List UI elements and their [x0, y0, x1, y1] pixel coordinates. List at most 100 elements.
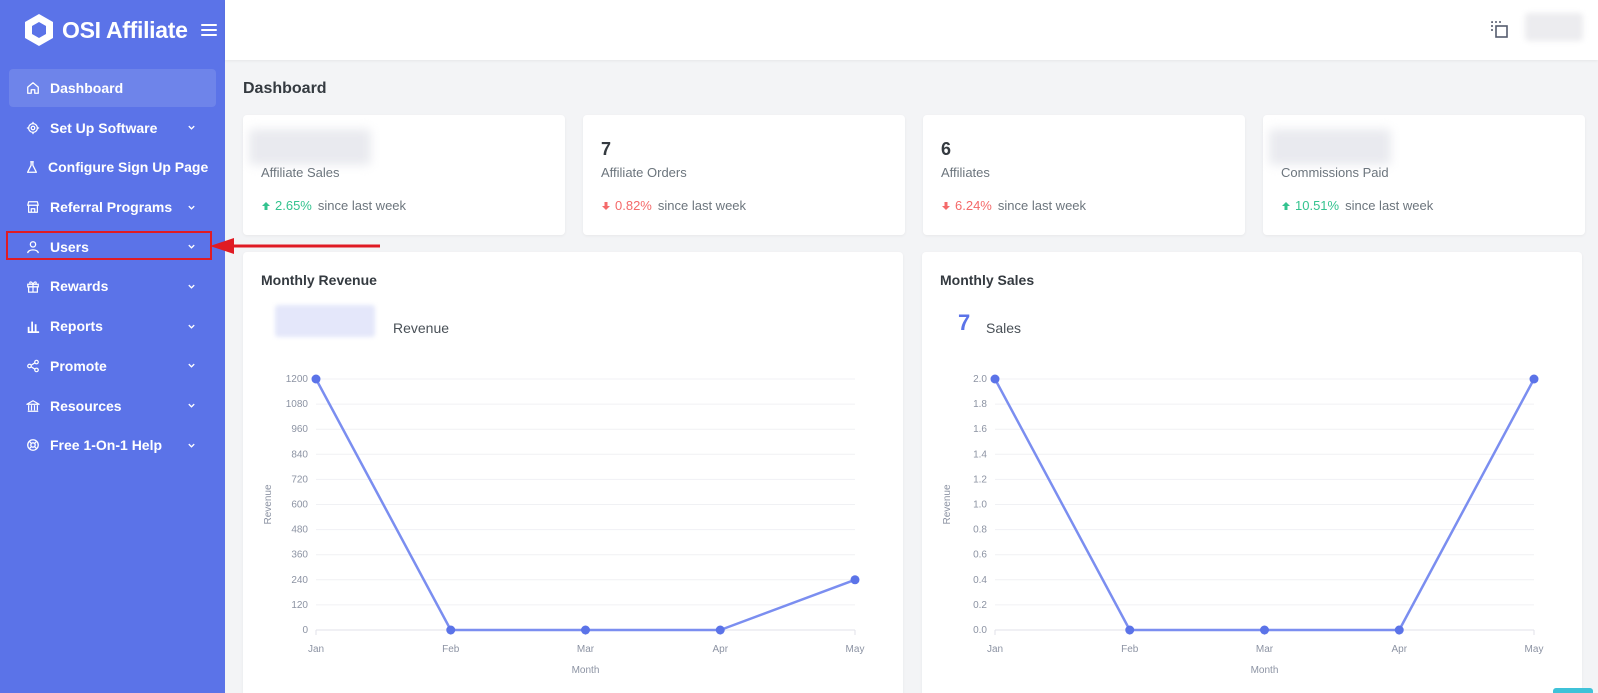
monthly-sales-card: Monthly Sales 7 Sales 0.0 0.2 0.4 0.6 0.8 1.0… [922, 252, 1582, 693]
flask-icon [25, 159, 39, 175]
sidebar-item-label: Promote [50, 357, 107, 374]
y-tick-label: 0.8 [973, 525, 987, 536]
bar-chart-icon [25, 318, 41, 334]
x-tick-label: Feb [1121, 644, 1139, 655]
sidebar-menu: Dashboard Set Up Software Configure Sign U… [9, 69, 216, 466]
data-point[interactable] [990, 374, 1000, 384]
y-tick-label: 1.8 [973, 399, 987, 410]
sidebar-item-label: Resources [50, 397, 122, 414]
y-tick-label: 0 [302, 625, 308, 636]
sidebar-item-label: Free 1-On-1 Help [50, 437, 163, 454]
chart-title: Monthly Revenue [261, 272, 377, 288]
y-tick-label: 1.4 [973, 449, 987, 460]
chevron-down-icon [188, 125, 195, 130]
fullscreen-icon[interactable] [1489, 19, 1511, 41]
bank-icon [25, 398, 41, 414]
y-tick-label: 0.4 [973, 575, 987, 586]
y-tick-label: 2.0 [973, 374, 987, 385]
chevron-down-icon [188, 403, 195, 408]
user-icon [25, 239, 41, 255]
data-point[interactable] [715, 625, 725, 635]
sidebar-item-free-1-on-1-help[interactable]: Free 1-On-1 Help [9, 426, 216, 464]
x-tick-label: May [1525, 644, 1544, 655]
chevron-down-icon [188, 443, 195, 448]
share-icon [25, 358, 41, 374]
sidebar-item-label: Dashboard [50, 80, 124, 96]
y-tick-label: 1.0 [973, 500, 987, 511]
y-tick-label: 240 [291, 575, 308, 586]
sidebar-item-resources[interactable]: Resources [9, 387, 216, 425]
x-tick-label: Jan [308, 644, 324, 655]
data-point[interactable] [1394, 625, 1404, 635]
sidebar-item-dashboard[interactable]: Dashboard [9, 69, 216, 107]
data-point[interactable] [1125, 625, 1135, 635]
y-axis-title: Revenue [942, 484, 953, 524]
sidebar-item-label: Users [50, 238, 89, 255]
stat-change-percent: 10.51% [1295, 198, 1340, 213]
revenue-total-value [275, 305, 375, 337]
sidebar-item-promote[interactable]: Promote [9, 347, 216, 385]
stat-card-affiliate-orders: 7 Affiliate Orders 0.82% since last week [583, 115, 905, 235]
menu-toggle-icon[interactable] [200, 24, 217, 36]
gift-icon [25, 278, 41, 294]
corner-badge [1553, 688, 1593, 693]
stat-card-affiliate-sales: Affiliate Sales 2.65% since last week [243, 115, 565, 235]
x-tick-label: Mar [1256, 644, 1274, 655]
stat-change: 2.65% since last week [261, 198, 406, 213]
stat-label: Affiliate Orders [601, 165, 687, 180]
page-title: Dashboard [243, 80, 327, 97]
brand: OSI Affiliate [0, 0, 225, 60]
revenue-line-chart: 0 120 240 360 480 600 720 840 960 1080 1200 Jan Feb M… [263, 374, 864, 676]
y-tick-label: 1.6 [973, 424, 987, 435]
chevron-down-icon [188, 205, 195, 210]
sidebar-item-set-up-software[interactable]: Set Up Software [9, 109, 216, 147]
brand-name: OSI Affiliate [62, 16, 188, 43]
x-tick-label: Feb [442, 644, 460, 655]
y-tick-label: 120 [291, 600, 308, 611]
sales-label: Sales [986, 320, 1022, 336]
x-tick-label: Apr [1391, 644, 1407, 655]
y-tick-label: 720 [291, 474, 308, 485]
y-axis-title: Revenue [263, 484, 274, 524]
arrow-up-icon [262, 201, 270, 210]
data-point[interactable] [311, 374, 321, 384]
stat-change-period: since last week [1345, 198, 1434, 213]
chevron-down-icon [188, 244, 195, 250]
data-point[interactable] [1260, 625, 1269, 635]
sidebar-item-referral-programs[interactable]: Referral Programs [9, 188, 216, 226]
sidebar-item-rewards[interactable]: Rewards [9, 267, 216, 305]
y-tick-label: 0.2 [973, 600, 987, 611]
profile-avatar[interactable] [1525, 13, 1583, 41]
x-tick-label: Jan [987, 644, 1003, 655]
home-icon [25, 80, 41, 96]
data-point[interactable] [446, 625, 456, 635]
sidebar-item-configure-sign-up-page[interactable]: Configure Sign Up Page [9, 148, 216, 186]
sidebar-item-label: Reports [50, 318, 103, 335]
x-axis-title: Month [1251, 665, 1279, 676]
sidebar-item-label: Configure Sign Up Page [48, 159, 209, 176]
stat-value [249, 129, 371, 165]
data-point[interactable] [850, 575, 860, 585]
stat-label: Affiliate Sales [261, 165, 340, 180]
stat-value: 7 [601, 139, 612, 159]
chevron-down-icon [188, 363, 195, 369]
sidebar-item-reports[interactable]: Reports [9, 307, 216, 345]
data-point[interactable] [581, 625, 590, 635]
stat-label: Affiliates [941, 165, 990, 180]
y-tick-label: 600 [291, 500, 308, 511]
x-axis-title: Month [572, 665, 600, 676]
y-tick-label: 480 [291, 525, 308, 536]
x-tick-label: Apr [712, 644, 728, 655]
chart-title: Monthly Sales [940, 272, 1035, 288]
arrow-down-icon [942, 201, 950, 210]
stat-card-commissions-paid: Commissions Paid 10.51% since last week [1263, 115, 1585, 235]
store-icon [25, 199, 41, 215]
revenue-label: Revenue [393, 320, 450, 336]
sidebar-item-label: Referral Programs [50, 199, 173, 216]
stat-change-percent: 2.65% [275, 198, 312, 213]
stat-card-affiliates: 6 Affiliates 6.24% since last week [923, 115, 1245, 235]
sidebar-item-users[interactable]: Users [9, 228, 216, 266]
data-point[interactable] [1529, 374, 1539, 384]
stat-value [1269, 129, 1391, 165]
stat-change-percent: 0.82% [615, 198, 652, 213]
